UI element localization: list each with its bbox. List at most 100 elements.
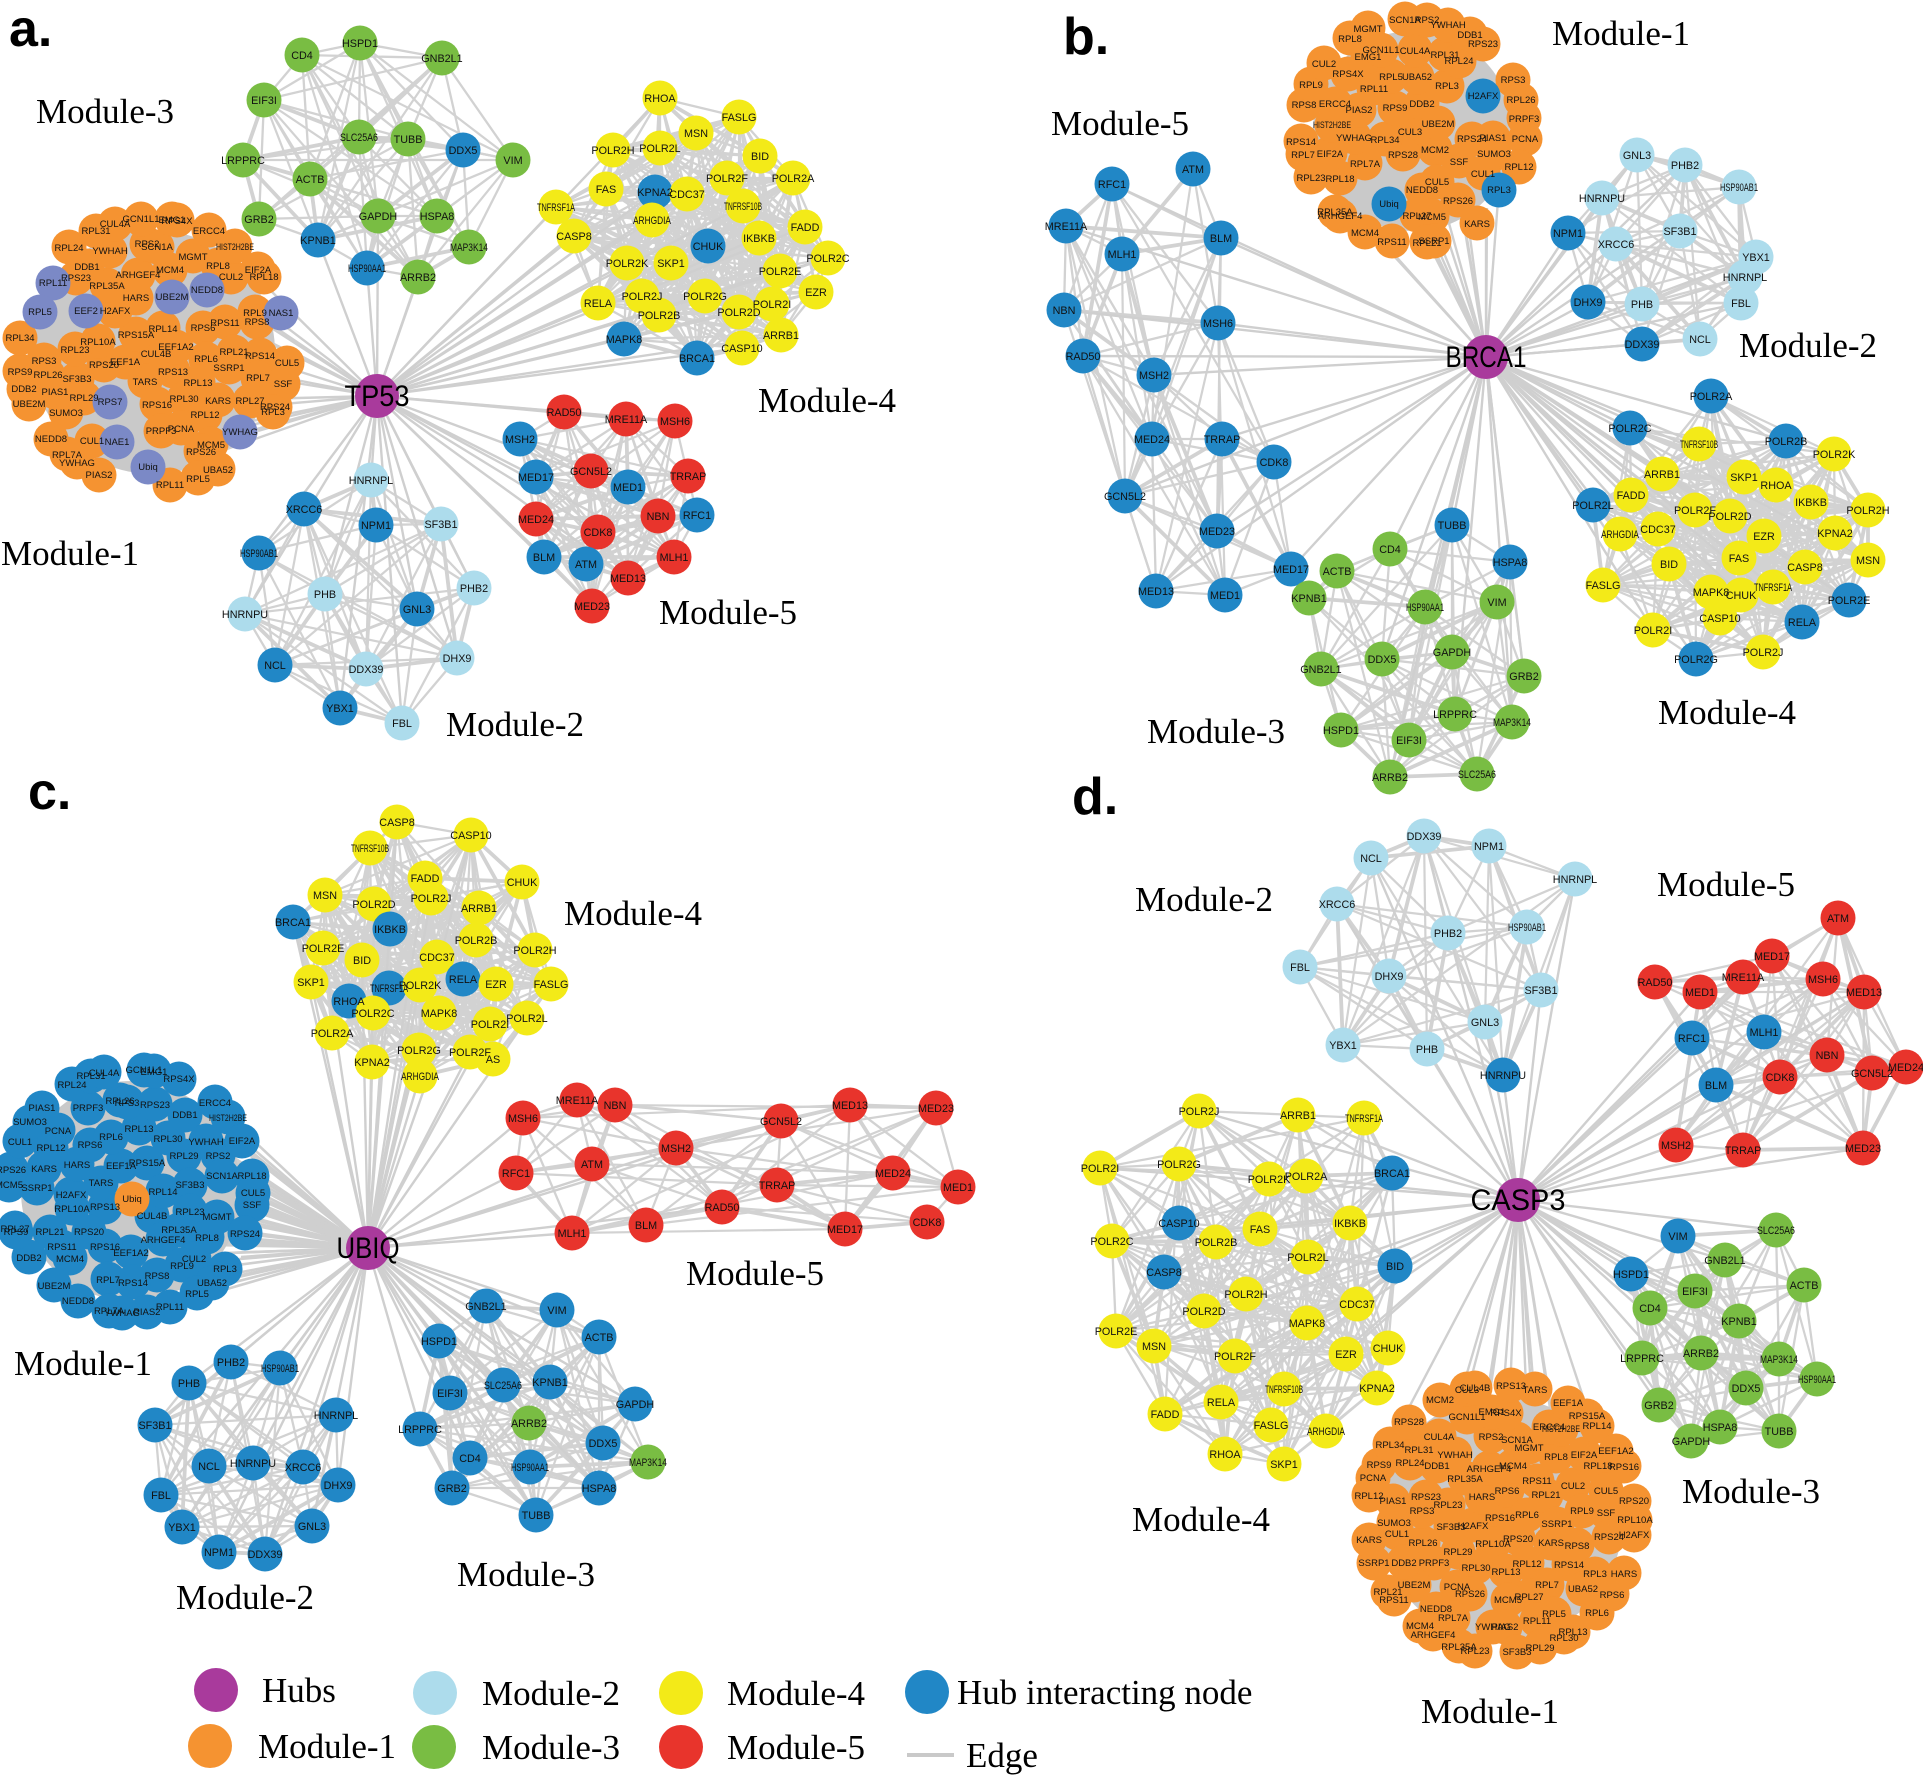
svg-text:MCM2: MCM2: [1426, 1395, 1454, 1406]
svg-text:RPS13: RPS13: [90, 1202, 120, 1213]
svg-text:RPL3: RPL3: [213, 1264, 237, 1275]
svg-text:HNRNPL: HNRNPL: [314, 1410, 358, 1422]
svg-text:RPL26: RPL26: [33, 370, 62, 381]
svg-text:VIM: VIM: [547, 1305, 566, 1317]
svg-text:RPL11: RPL11: [39, 278, 67, 289]
svg-text:PHB: PHB: [314, 589, 336, 601]
svg-text:POLR2F: POLR2F: [1674, 505, 1716, 517]
svg-text:IKBKB: IKBKB: [1795, 497, 1827, 509]
svg-text:GRB2: GRB2: [1644, 1400, 1673, 1412]
svg-text:DDX39: DDX39: [248, 1549, 283, 1561]
svg-text:HARS: HARS: [1611, 1569, 1637, 1580]
svg-text:MLH1: MLH1: [1108, 249, 1137, 261]
svg-text:RPL3: RPL3: [1435, 81, 1459, 92]
svg-text:a.: a.: [9, 0, 52, 58]
svg-text:GNL3: GNL3: [1471, 1017, 1499, 1029]
svg-text:EIF2A: EIF2A: [1317, 149, 1344, 160]
svg-text:EEF2: EEF2: [74, 306, 98, 317]
svg-text:RPL24: RPL24: [57, 1080, 86, 1091]
svg-text:RPS2: RPS2: [1479, 1432, 1504, 1443]
svg-text:ARHGEF4: ARHGEF4: [141, 1235, 186, 1246]
svg-text:TARS: TARS: [89, 1178, 114, 1189]
svg-text:EEF1A2: EEF1A2: [158, 342, 193, 353]
svg-text:RPS8: RPS8: [145, 1271, 170, 1282]
svg-text:SSRP1: SSRP1: [1418, 236, 1449, 247]
svg-text:PCNA: PCNA: [1512, 134, 1539, 145]
svg-text:RELA: RELA: [449, 974, 478, 986]
svg-text:RPL6: RPL6: [99, 1132, 123, 1143]
svg-text:RPS26: RPS26: [1443, 196, 1473, 207]
svg-text:RPS6: RPS6: [191, 323, 216, 334]
svg-text:RPL34: RPL34: [1375, 1440, 1404, 1451]
svg-text:RPL8: RPL8: [206, 261, 230, 272]
svg-text:AS: AS: [486, 1054, 500, 1066]
svg-text:CASP8: CASP8: [379, 817, 414, 829]
svg-text:PHB2: PHB2: [1434, 928, 1462, 940]
svg-text:POLR2L: POLR2L: [1287, 1252, 1328, 1264]
svg-text:SSF: SSF: [243, 1200, 262, 1211]
svg-text:TNFRSF1A: TNFRSF1A: [537, 202, 576, 214]
svg-text:RPL21: RPL21: [1531, 1490, 1560, 1501]
svg-text:RPS4X: RPS4X: [163, 1074, 195, 1085]
svg-text:NPM1: NPM1: [1474, 841, 1504, 853]
svg-text:KPNA2: KPNA2: [354, 1057, 389, 1069]
svg-text:RHOA: RHOA: [1760, 480, 1792, 492]
svg-text:EIF3I: EIF3I: [1682, 1286, 1708, 1298]
svg-text:NBN: NBN: [1053, 305, 1076, 317]
svg-text:RPS28: RPS28: [1394, 1417, 1424, 1428]
svg-text:RPL34: RPL34: [5, 333, 34, 344]
svg-text:RPL8: RPL8: [1544, 1452, 1568, 1463]
svg-text:HSP90AA1: HSP90AA1: [1798, 1374, 1836, 1386]
svg-text:FAS: FAS: [1250, 1224, 1270, 1236]
svg-text:MED1: MED1: [1210, 590, 1240, 602]
svg-text:HARS: HARS: [64, 1160, 90, 1171]
svg-text:ARRB1: ARRB1: [763, 330, 799, 342]
svg-text:RPS6: RPS6: [1495, 1486, 1520, 1497]
svg-text:RPS13: RPS13: [1496, 1381, 1526, 1392]
svg-text:RPL14: RPL14: [148, 1187, 177, 1198]
svg-text:YWHAG: YWHAG: [222, 427, 258, 438]
svg-text:SF3B3: SF3B3: [62, 374, 91, 385]
svg-text:POLR2H: POLR2H: [1224, 1289, 1267, 1301]
svg-text:BRCA1: BRCA1: [679, 353, 715, 365]
svg-text:RPL11: RPL11: [1360, 84, 1388, 95]
svg-text:MED17: MED17: [518, 472, 554, 484]
svg-text:HARS: HARS: [1469, 1492, 1495, 1503]
svg-text:DDB1: DDB1: [74, 262, 99, 273]
svg-text:RELA: RELA: [584, 298, 613, 310]
svg-text:RPL26: RPL26: [105, 1096, 134, 1107]
svg-text:DHX9: DHX9: [443, 653, 472, 665]
svg-text:MED24: MED24: [1888, 1062, 1923, 1074]
svg-text:RPL23: RPL23: [1460, 1646, 1489, 1657]
svg-text:Module-3: Module-3: [1147, 712, 1285, 751]
svg-text:DHX9: DHX9: [324, 1480, 353, 1492]
svg-text:CUL3: CUL3: [1398, 127, 1422, 138]
svg-text:CUL5: CUL5: [1425, 177, 1449, 188]
svg-text:DDB1: DDB1: [172, 1110, 197, 1121]
svg-text:MED13: MED13: [610, 573, 646, 585]
svg-text:MCM5: MCM5: [1494, 1595, 1522, 1606]
svg-text:KPNB1: KPNB1: [300, 235, 335, 247]
svg-text:LRPPRC: LRPPRC: [398, 1424, 442, 1436]
svg-text:RPL5: RPL5: [1379, 72, 1403, 83]
svg-text:UBA52: UBA52: [203, 465, 233, 476]
svg-text:RHOA: RHOA: [333, 996, 365, 1008]
svg-text:SCN1A: SCN1A: [1389, 15, 1421, 26]
svg-text:HSP90AA1: HSP90AA1: [511, 1462, 549, 1474]
svg-text:MAPK8: MAPK8: [1289, 1318, 1326, 1330]
svg-text:SUMO3: SUMO3: [49, 408, 83, 419]
svg-text:MED1: MED1: [613, 482, 643, 494]
svg-text:GNB2L1: GNB2L1: [1300, 664, 1341, 676]
svg-text:RPL10A: RPL10A: [1617, 1515, 1653, 1526]
svg-text:Module-4: Module-4: [758, 381, 896, 420]
svg-text:MED13: MED13: [832, 1100, 868, 1112]
svg-text:KPNB1: KPNB1: [1721, 1316, 1756, 1328]
svg-text:CDC37: CDC37: [419, 952, 454, 964]
svg-text:RPL3: RPL3: [1487, 185, 1511, 196]
svg-text:POLR2H: POLR2H: [1846, 505, 1889, 517]
svg-text:NCL: NCL: [1360, 853, 1382, 865]
svg-text:NPM1: NPM1: [204, 1547, 234, 1559]
svg-text:UBE2M: UBE2M: [1398, 1580, 1431, 1591]
svg-text:RPL9: RPL9: [170, 1261, 194, 1272]
svg-text:MAPK8: MAPK8: [606, 334, 643, 346]
